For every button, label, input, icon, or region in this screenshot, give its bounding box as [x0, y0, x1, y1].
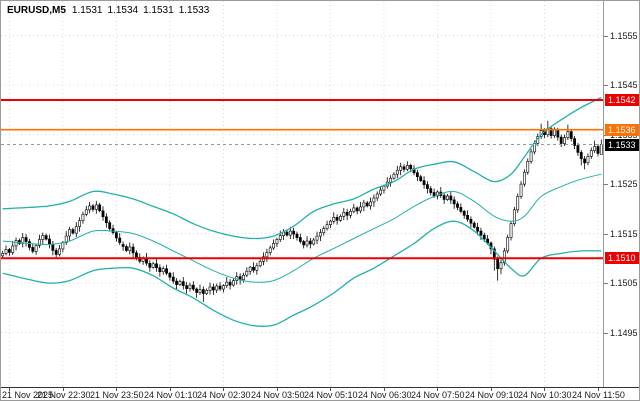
time-axis-label: 24 Nov 03:50: [251, 390, 305, 400]
time-axis-label: 24 Nov 10:30: [518, 390, 572, 400]
time-tick: [384, 388, 385, 391]
time-axis-label: 21 Nov 22:30: [37, 390, 91, 400]
time-axis-label: 24 Nov 01:10: [144, 390, 198, 400]
time-tick: [544, 388, 545, 391]
ohlc-high: 1.1534: [107, 5, 139, 16]
time-tick: [223, 388, 224, 391]
price-tick: [604, 85, 608, 86]
time-axis-label: 24 Nov 11:50: [572, 390, 625, 400]
price-tick: [604, 234, 608, 235]
time-tick: [116, 388, 117, 391]
time-axis-label: 24 Nov 07:50: [411, 390, 465, 400]
price-axis-label: 1.1515: [610, 229, 638, 239]
time-tick: [170, 388, 171, 391]
level-price-badge: 1.1542: [605, 94, 639, 106]
bollinger-bands: [2, 96, 602, 328]
price-tick: [604, 283, 608, 284]
time-tick: [63, 388, 64, 391]
price-axis[interactable]: 1.15551.15451.15351.15251.15151.15051.14…: [603, 1, 639, 387]
ohlc-low: 1.1531: [143, 5, 174, 16]
chart-plot-area[interactable]: EURUSD,M5 1.1531 1.1534 1.1531 1.1533: [1, 1, 603, 387]
price-axis-label: 1.1495: [610, 328, 638, 338]
price-tick: [604, 36, 608, 37]
time-tick: [330, 388, 331, 391]
time-tick: [9, 388, 10, 391]
price-chart-canvas[interactable]: [1, 1, 603, 387]
ohlc-close: 1.1533: [178, 5, 210, 16]
time-axis-label: 24 Nov 02:30: [197, 390, 251, 400]
candlesticks: [1, 120, 603, 302]
price-axis-label: 1.1555: [610, 31, 638, 41]
time-tick: [277, 388, 278, 391]
symbol-timeframe-label: EURUSD,M5: [7, 5, 66, 16]
price-axis-label: 1.1525: [610, 179, 638, 189]
time-axis-label: 24 Nov 05:10: [304, 390, 358, 400]
grid-lines: [1, 1, 603, 387]
time-axis-label: 24 Nov 09:10: [465, 390, 519, 400]
ohlc-open: 1.1531: [71, 5, 103, 16]
level-lines: [1, 99, 603, 260]
time-axis-label: 21 Nov 2025: [2, 390, 54, 400]
price-tick: [604, 184, 608, 185]
price-tick: [604, 333, 608, 334]
time-tick: [437, 388, 438, 391]
time-tick: [598, 388, 599, 391]
current-price-badge: 1.1533: [605, 139, 639, 151]
level-price-badge: 1.1510: [605, 252, 639, 264]
level-price-badge: 1.1536: [605, 124, 639, 136]
chart-symbol-info: EURUSD,M5 1.1531 1.1534 1.1531 1.1533: [7, 5, 214, 16]
time-axis-label: 24 Nov 06:30: [358, 390, 412, 400]
price-axis-label: 1.1505: [610, 278, 638, 288]
time-axis-label: 21 Nov 23:50: [90, 390, 144, 400]
time-axis[interactable]: 21 Nov 2025 21 Nov 22:30 21 Nov 23:50 24 No…: [1, 387, 639, 400]
time-tick: [491, 388, 492, 391]
price-axis-label: 1.1545: [610, 80, 638, 90]
